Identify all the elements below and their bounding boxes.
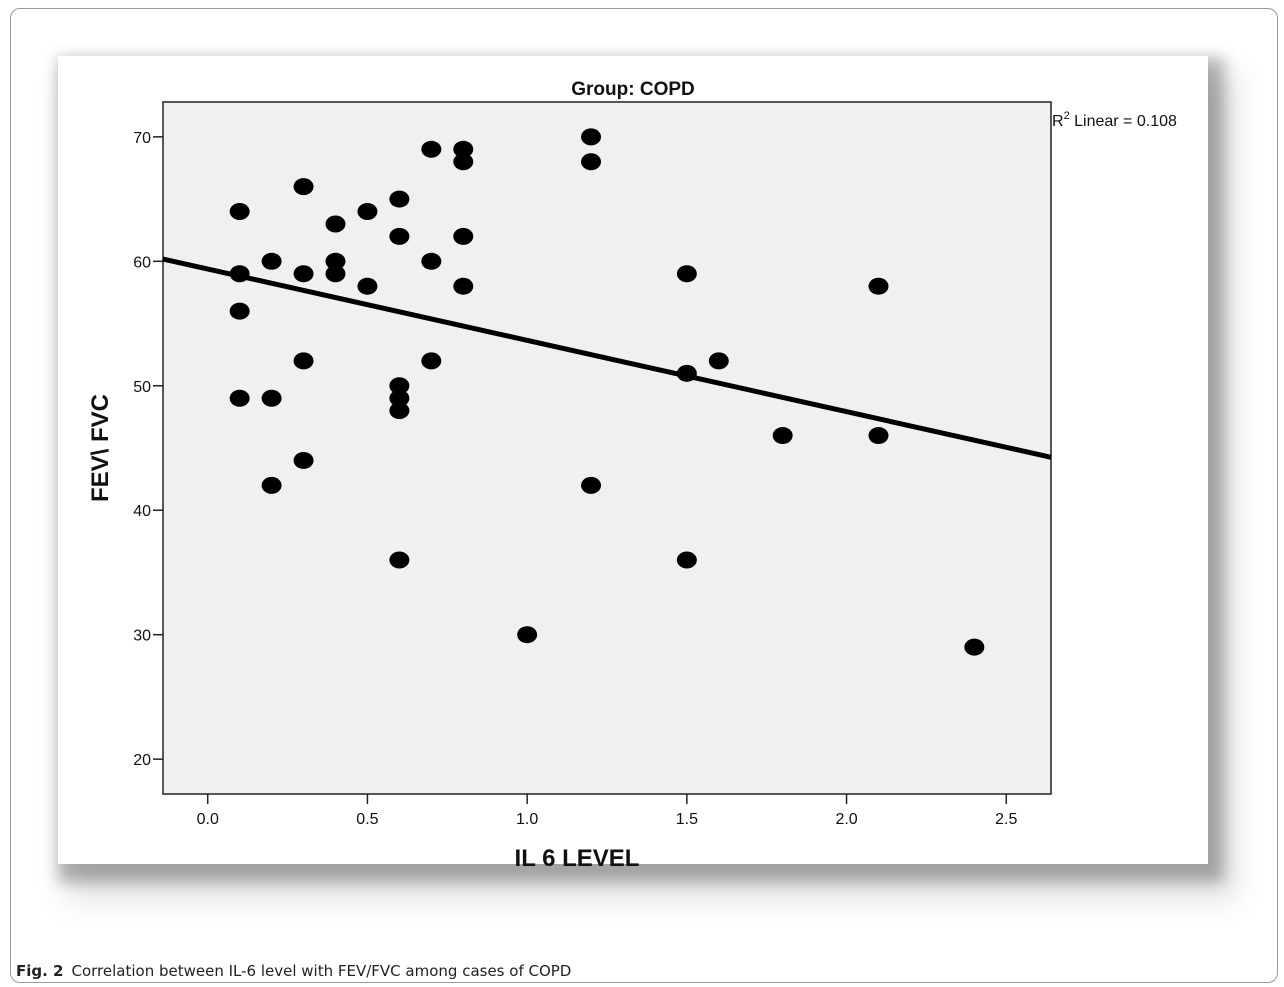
linear-fit-line [162, 256, 1052, 460]
data-point [581, 128, 602, 146]
data-point [229, 389, 250, 407]
data-point [676, 265, 697, 283]
x-tick-label: 2.5 [995, 811, 1017, 828]
data-point [421, 252, 442, 270]
data-point [868, 277, 889, 295]
data-point [453, 140, 474, 158]
plot-area [162, 101, 1052, 795]
data-point [293, 451, 314, 469]
y-tick-label: 40 [133, 503, 151, 520]
data-point [261, 476, 282, 494]
data-point [517, 626, 538, 644]
data-point [229, 302, 250, 320]
data-point [581, 153, 602, 171]
data-point [964, 638, 985, 656]
y-tick-label: 60 [133, 254, 151, 271]
chart-title: Group: COPD [571, 79, 695, 100]
data-point [325, 265, 346, 283]
data-point [453, 153, 474, 171]
data-point [708, 352, 729, 370]
y-tick-label: 50 [133, 379, 151, 396]
y-tick-label: 20 [133, 752, 151, 769]
y-tick-label: 70 [133, 130, 151, 147]
r2-superscript: 2 [1064, 110, 1070, 122]
data-point [389, 402, 410, 420]
data-point [261, 252, 282, 270]
data-point [676, 364, 697, 382]
data-point [453, 227, 474, 245]
data-point [293, 265, 314, 283]
x-tick-label: 1.5 [676, 811, 698, 828]
data-point [229, 203, 250, 221]
x-tick-label: 0.5 [356, 811, 378, 828]
data-point [325, 215, 346, 233]
data-point [229, 265, 250, 283]
data-point [868, 427, 889, 445]
x-tick-label: 0.0 [197, 811, 219, 828]
x-axis-ticks: 0.0 0.5 1.0 1.5 2.0 2.5 [197, 794, 1017, 828]
data-point [293, 178, 314, 196]
data-point [421, 140, 442, 158]
data-point [421, 352, 442, 370]
figure-caption-text: Correlation between IL-6 level with FEV/… [71, 962, 572, 980]
x-tick-label: 1.0 [516, 811, 538, 828]
data-point [389, 377, 410, 395]
data-point [676, 551, 697, 569]
data-points [229, 128, 985, 656]
data-point [357, 203, 378, 221]
y-axis-title: FEV\ FVC [87, 394, 114, 502]
r2-prefix: R [1052, 113, 1064, 130]
data-point [453, 277, 474, 295]
x-tick-label: 2.0 [835, 811, 857, 828]
data-point [261, 389, 282, 407]
figure-label: Fig. 2 [16, 962, 64, 980]
y-tick-label: 30 [133, 628, 151, 645]
r2-suffix: Linear = 0.108 [1070, 113, 1177, 130]
data-point [389, 190, 410, 208]
data-point [325, 252, 346, 270]
data-point [357, 277, 378, 295]
data-point [389, 227, 410, 245]
data-point [389, 551, 410, 569]
data-point [293, 352, 314, 370]
x-axis-title: IL 6 LEVEL [515, 845, 640, 872]
r2-linear-label: R2 Linear = 0.108 [1052, 110, 1177, 130]
figure-caption: Fig. 2 Correlation between IL-6 level wit… [16, 962, 571, 980]
data-point [389, 389, 410, 407]
y-axis-ticks: 20 30 40 50 60 70 [133, 130, 163, 769]
data-point [581, 476, 602, 494]
data-point [772, 427, 793, 445]
